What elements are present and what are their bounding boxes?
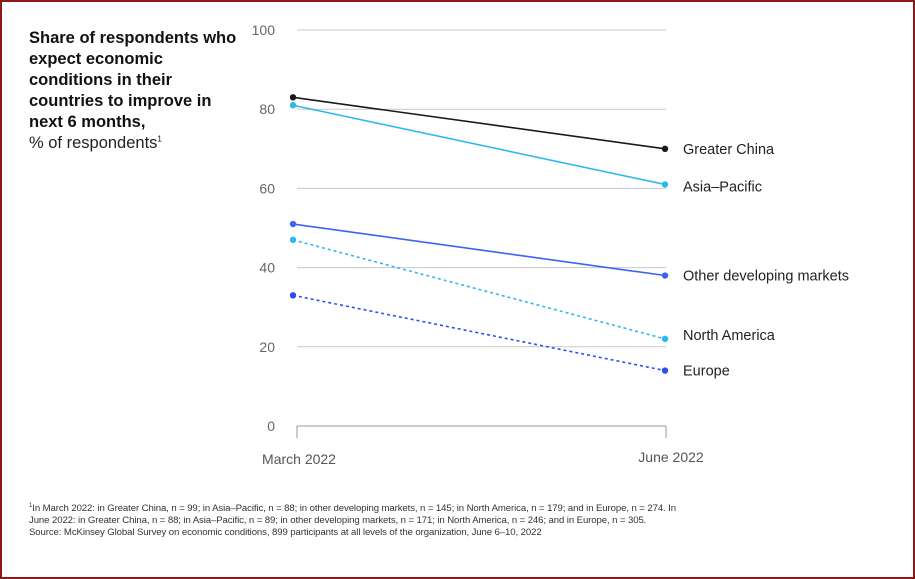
footnote-text-1: In March 2022: in Greater China, n = 99;… <box>32 503 676 514</box>
y-tick-label: 40 <box>259 260 275 276</box>
data-point <box>289 220 297 228</box>
y-tick-label: 100 <box>252 22 276 38</box>
data-point <box>661 181 669 188</box>
y-tick-label: 0 <box>267 418 275 434</box>
data-point <box>661 367 669 374</box>
line-chart: 0 20 40 60 80 100 March 2022 June 2022 Greater C… <box>252 22 849 467</box>
footnote-marker: 1 <box>29 502 33 509</box>
x-tick-label: March 2022 <box>262 451 336 467</box>
series-line <box>292 239 666 340</box>
series-label: Asia–Pacific <box>683 179 762 195</box>
source-line: Source: McKinsey Global Survey on econom… <box>29 527 542 538</box>
data-point <box>661 335 669 343</box>
series-label: Other developing markets <box>683 269 849 285</box>
data-point <box>661 272 669 279</box>
data-point <box>289 236 297 244</box>
y-tick-label: 80 <box>259 101 275 117</box>
series-line <box>292 223 666 277</box>
y-tick-label: 20 <box>259 339 275 355</box>
chart-title: Share of respondents who expect economic… <box>29 29 237 131</box>
chart-title-block: Share of respondents who expect economic… <box>29 28 244 154</box>
y-tick-label: 60 <box>259 180 275 196</box>
series-line <box>292 294 666 372</box>
data-point <box>661 145 669 152</box>
x-tick-label: June 2022 <box>638 449 704 465</box>
subtitle-footnote-marker: 1 <box>157 134 162 144</box>
series-label: Europe <box>683 364 730 380</box>
footnotes: 1In March 2022: in Greater China, n = 99… <box>29 503 899 539</box>
footnote-line-1: 1In March 2022: in Greater China, n = 99… <box>29 503 899 515</box>
series-line <box>292 96 666 150</box>
series-label: North America <box>683 328 776 344</box>
series-label: Greater China <box>683 142 775 158</box>
footnote-line-2: June 2022: in Greater China, n = 88; in … <box>29 515 647 526</box>
series-line <box>292 104 666 186</box>
data-point <box>289 94 297 101</box>
chart-subtitle: % of respondents <box>29 134 158 152</box>
data-point <box>289 292 297 299</box>
data-point <box>289 102 297 109</box>
